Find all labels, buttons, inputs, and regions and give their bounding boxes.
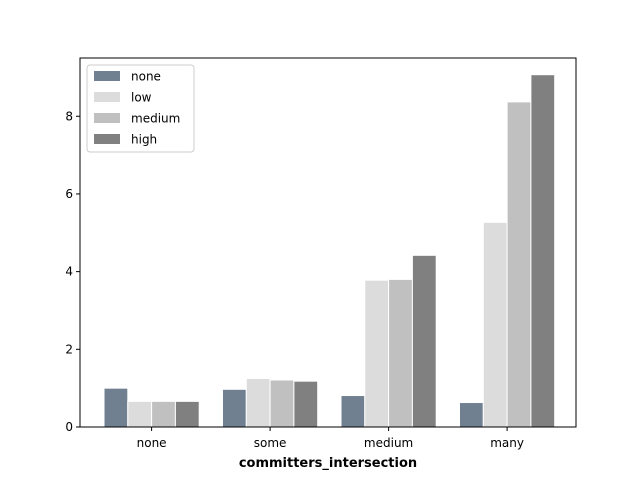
legend-box bbox=[86, 64, 195, 153]
plot-frame bbox=[79, 57, 577, 428]
legend-swatch-low bbox=[94, 92, 120, 102]
x-tick-label-many: many bbox=[490, 436, 524, 450]
legend-swatch-high bbox=[94, 134, 120, 144]
bar-medium-none bbox=[340, 395, 366, 428]
bar-some-low bbox=[245, 377, 271, 428]
y-tick-label: 8 bbox=[65, 109, 73, 123]
legend-label-medium: medium bbox=[131, 112, 180, 126]
x-tick-label-none: none bbox=[137, 436, 167, 450]
y-tick-label: 2 bbox=[65, 342, 73, 356]
bar-medium-high bbox=[411, 254, 437, 428]
y-axis: 0 2 4 6 8 bbox=[65, 109, 80, 434]
legend-swatch-none bbox=[94, 71, 120, 81]
bar-many-medium bbox=[506, 101, 532, 428]
bar-some-medium bbox=[269, 379, 295, 428]
bar-some-high bbox=[293, 380, 319, 428]
x-axis-label: committers_intersection bbox=[239, 456, 417, 471]
y-tick-label: 6 bbox=[65, 187, 73, 201]
bar-none-medium bbox=[151, 400, 176, 428]
legend-label-none: none bbox=[131, 70, 161, 84]
x-tick-label-some: some bbox=[254, 436, 287, 450]
bar-some-none bbox=[222, 388, 247, 428]
legend-label-low: low bbox=[131, 91, 152, 105]
bar-medium-medium bbox=[388, 278, 413, 428]
legend-label-high: high bbox=[131, 133, 157, 147]
bar-many-high bbox=[530, 74, 556, 428]
bar-many-low bbox=[482, 221, 508, 428]
y-tick-label: 0 bbox=[65, 420, 73, 434]
bar-none-low bbox=[127, 400, 153, 428]
bars-group bbox=[103, 74, 556, 428]
legend-swatch-medium bbox=[94, 113, 120, 123]
y-tick-label: 4 bbox=[65, 265, 73, 279]
x-tick-label-medium: medium bbox=[364, 436, 413, 450]
legend: none low medium high bbox=[86, 64, 195, 153]
bar-many-none bbox=[459, 402, 484, 428]
bar-none-none bbox=[103, 387, 129, 428]
bar-none-high bbox=[174, 400, 200, 428]
bar-medium-low bbox=[364, 279, 390, 428]
x-axis: none some medium many bbox=[137, 427, 524, 450]
